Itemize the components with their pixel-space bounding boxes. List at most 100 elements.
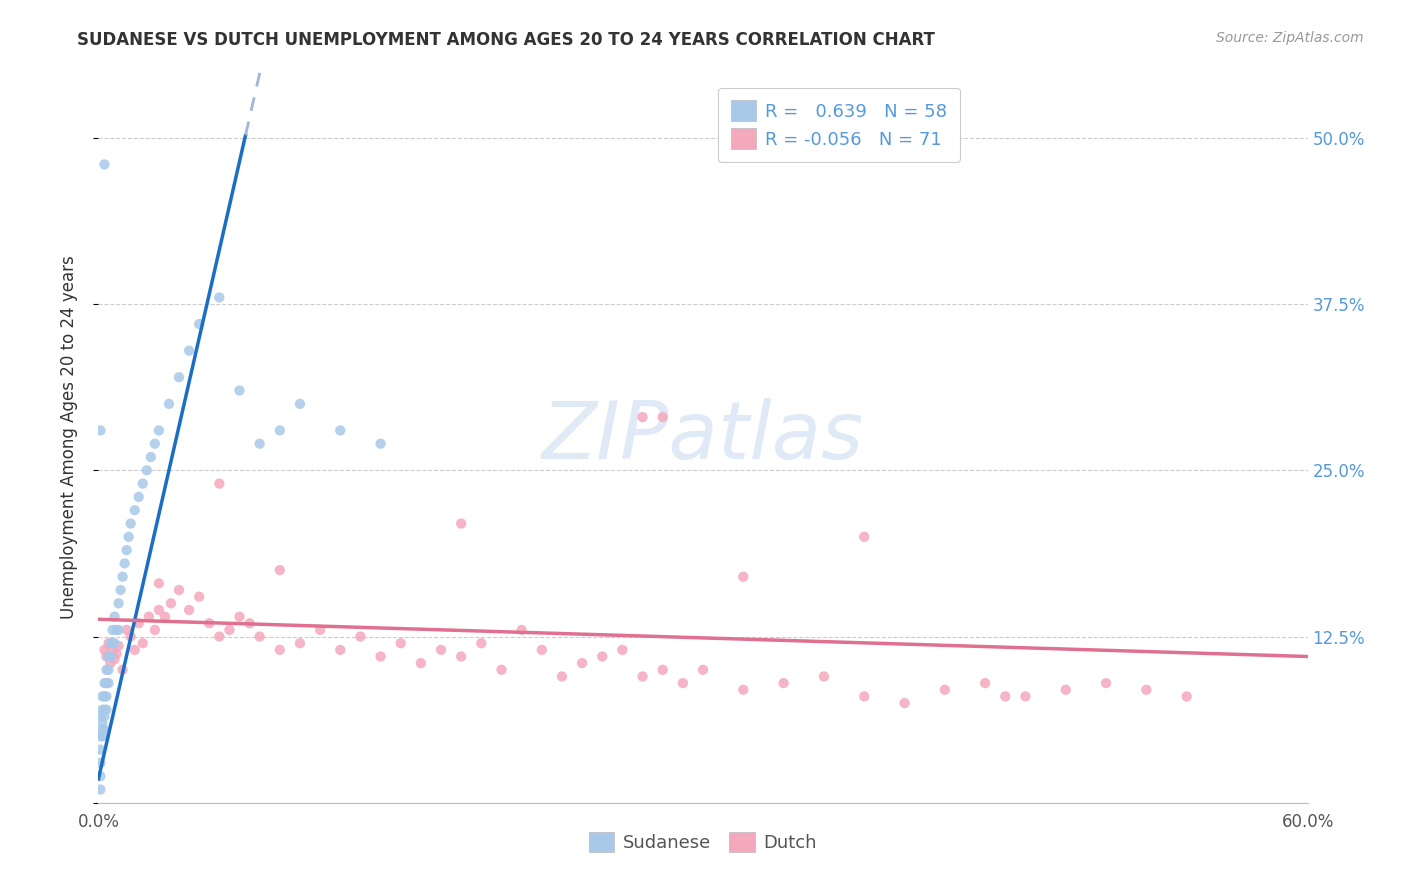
Point — [631, 669, 654, 683]
Point — [269, 643, 291, 657]
Point — [1095, 676, 1118, 690]
Point — [148, 576, 170, 591]
Point — [138, 609, 160, 624]
Point — [118, 530, 141, 544]
Point — [772, 676, 794, 690]
Point — [188, 590, 211, 604]
Point — [591, 649, 613, 664]
Point — [288, 636, 311, 650]
Point — [672, 676, 695, 690]
Point — [120, 516, 142, 531]
Point — [111, 663, 134, 677]
Point — [167, 582, 190, 597]
Point — [309, 623, 332, 637]
Point — [132, 476, 155, 491]
Point — [128, 490, 150, 504]
Point — [110, 582, 132, 597]
Point — [89, 424, 111, 438]
Point — [160, 596, 183, 610]
Point — [115, 623, 138, 637]
Point — [115, 543, 138, 558]
Point — [89, 742, 111, 756]
Point — [91, 723, 114, 737]
Point — [111, 570, 134, 584]
Point — [1014, 690, 1036, 704]
Point — [128, 616, 150, 631]
Point — [893, 696, 915, 710]
Point — [450, 516, 472, 531]
Point — [114, 557, 136, 571]
Point — [93, 690, 115, 704]
Point — [239, 616, 262, 631]
Point — [249, 436, 271, 450]
Point — [103, 636, 125, 650]
Point — [813, 669, 835, 683]
Point — [124, 503, 146, 517]
Point — [97, 676, 120, 690]
Point — [269, 424, 291, 438]
Point — [157, 397, 180, 411]
Point — [103, 652, 125, 666]
Point — [100, 649, 122, 664]
Point — [89, 769, 111, 783]
Point — [329, 424, 352, 438]
Point — [370, 649, 392, 664]
Point — [89, 709, 111, 723]
Point — [100, 636, 122, 650]
Point — [96, 663, 118, 677]
Point — [491, 663, 513, 677]
Point — [1135, 682, 1157, 697]
Point — [208, 290, 231, 304]
Point — [97, 636, 120, 650]
Point — [470, 636, 492, 650]
Point — [450, 649, 472, 664]
Point — [107, 596, 129, 610]
Point — [228, 384, 250, 398]
Point — [631, 410, 654, 425]
Point — [89, 782, 111, 797]
Point — [510, 623, 533, 637]
Point — [974, 676, 997, 690]
Point — [571, 656, 593, 670]
Point — [91, 690, 114, 704]
Point — [93, 157, 115, 171]
Point — [148, 603, 170, 617]
Point — [249, 630, 271, 644]
Point — [179, 603, 201, 617]
Point — [148, 424, 170, 438]
Point — [96, 690, 118, 704]
Point — [530, 643, 553, 657]
Point — [188, 317, 211, 331]
Point — [107, 639, 129, 653]
Point — [143, 436, 166, 450]
Point — [93, 676, 115, 690]
Point — [208, 476, 231, 491]
Text: Source: ZipAtlas.com: Source: ZipAtlas.com — [1216, 31, 1364, 45]
Point — [692, 663, 714, 677]
Point — [93, 703, 115, 717]
Point — [139, 450, 162, 464]
Point — [124, 643, 146, 657]
Point — [135, 463, 157, 477]
Point — [994, 690, 1017, 704]
Point — [198, 616, 221, 631]
Point — [228, 609, 250, 624]
Point — [93, 723, 115, 737]
Point — [934, 682, 956, 697]
Point — [97, 663, 120, 677]
Point — [733, 682, 755, 697]
Point — [409, 656, 432, 670]
Point — [97, 649, 120, 664]
Point — [430, 643, 453, 657]
Point — [96, 649, 118, 664]
Point — [329, 643, 352, 657]
Point — [153, 609, 176, 624]
Point — [91, 716, 114, 731]
Point — [269, 563, 291, 577]
Point — [107, 623, 129, 637]
Point — [132, 636, 155, 650]
Point — [105, 647, 128, 661]
Point — [208, 630, 231, 644]
Point — [853, 690, 876, 704]
Point — [101, 643, 124, 657]
